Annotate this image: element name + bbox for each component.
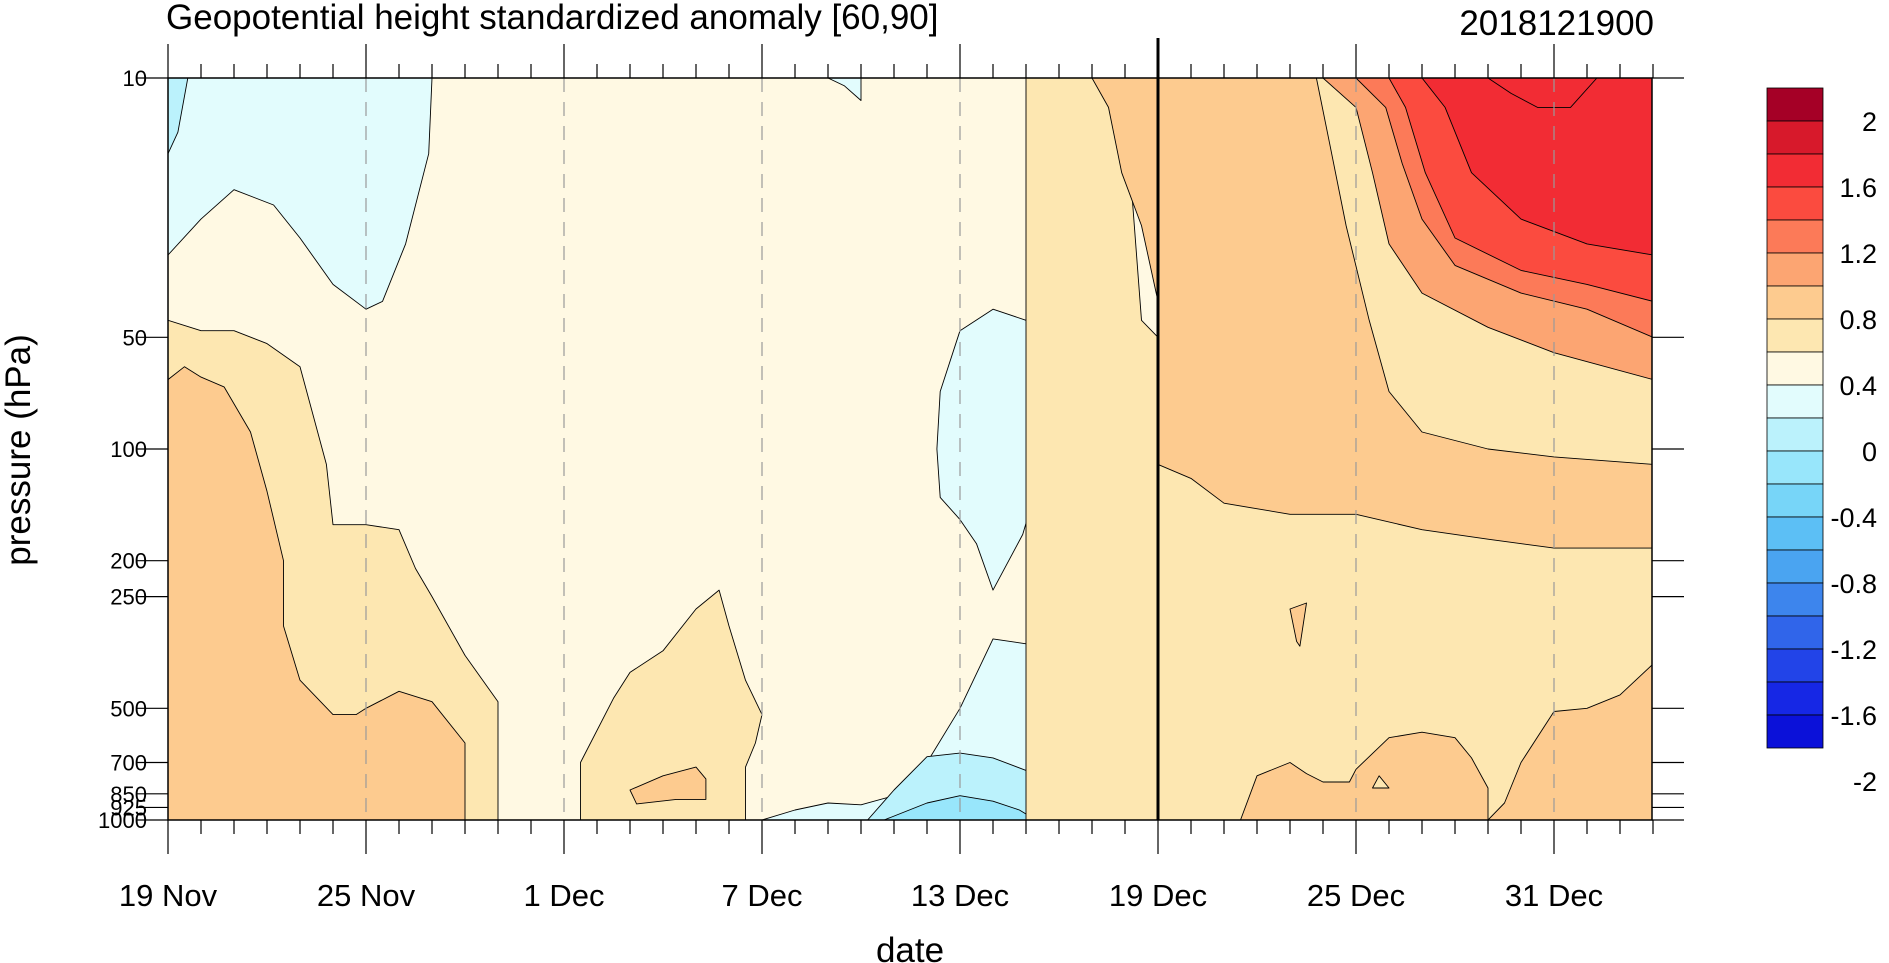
colorbar-swatch <box>1766 153 1824 188</box>
colorbar-swatch <box>1766 582 1824 617</box>
y-tick-label: 250 <box>110 585 147 610</box>
date-stamp: 2018121900 <box>1459 4 1654 43</box>
colorbar-label: 0.8 <box>1839 305 1877 335</box>
x-tick-label: 31 Dec <box>1505 878 1603 913</box>
y-tick-label: 1000 <box>98 808 147 833</box>
colorbar-swatch <box>1766 681 1824 716</box>
x-tick-label: 1 Dec <box>524 878 605 913</box>
colorbar-swatch <box>1766 615 1824 650</box>
colorbar-swatch <box>1766 351 1824 386</box>
contour-region <box>1157 463 1652 820</box>
colorbar-label: -1.6 <box>1830 701 1877 731</box>
contour-region <box>1372 775 1390 789</box>
contour-region <box>1289 602 1307 647</box>
colorbar-label: 0 <box>1862 437 1877 467</box>
colorbar-label: -0.8 <box>1830 569 1877 599</box>
colorbar-label: 1.6 <box>1839 173 1877 203</box>
x-tick-labels: 19 Nov 25 Nov 1 Dec 7 Dec 13 Dec 19 Dec 25 Dec… <box>119 878 1603 913</box>
colorbar-swatch <box>1766 252 1824 287</box>
colorbar-swatch <box>1766 285 1824 320</box>
contour-region <box>827 78 862 101</box>
x-tick-label: 25 Dec <box>1307 878 1405 913</box>
y-tick-label: 500 <box>110 696 147 721</box>
colorbar-label: -2 <box>1853 767 1877 797</box>
y-tick-label: 50 <box>123 325 147 350</box>
colorbar-swatch <box>1766 714 1824 749</box>
x-tick-label: 25 Nov <box>317 878 416 913</box>
y-tick-label: 10 <box>123 66 147 91</box>
x-tick-label: 19 Dec <box>1109 878 1207 913</box>
y-tick-label: 850 <box>110 782 147 807</box>
y-tick-label: 700 <box>110 751 147 776</box>
x-tick-label: 19 Nov <box>119 878 218 913</box>
contour-region <box>629 766 707 805</box>
colorbar: 2 1.6 1.2 0.8 0.4 0 -0.4 -0.8 -1.2 -1.6 -2 <box>1766 87 1877 797</box>
contour-region <box>580 589 763 820</box>
axis-ticks <box>136 44 1684 854</box>
colorbar-swatch <box>1766 219 1824 254</box>
colorbar-label: -1.2 <box>1830 635 1877 665</box>
x-axis-label: date <box>876 931 944 963</box>
y-tick-label: 100 <box>110 437 147 462</box>
grid-lines <box>365 78 1555 820</box>
colorbar-swatch <box>1766 384 1824 419</box>
plot-frame <box>167 77 1653 821</box>
colorbar-swatch <box>1766 186 1824 221</box>
colorbar-swatch <box>1766 648 1824 683</box>
colorbar-swatch <box>1766 450 1824 485</box>
contour-region <box>1240 731 1489 820</box>
chart-title: Geopotential height standardized anomaly… <box>166 0 938 37</box>
colorbar-swatch <box>1766 318 1824 353</box>
x-tick-label: 7 Dec <box>722 878 803 913</box>
y-tick-label: 200 <box>110 549 147 574</box>
y-axis-label: pressure (hPa) <box>0 334 38 565</box>
x-tick-label: 13 Dec <box>911 878 1009 913</box>
colorbar-swatch <box>1766 120 1824 155</box>
colorbar-swatch <box>1766 417 1824 452</box>
colorbar-label: 2 <box>1862 107 1877 137</box>
colorbar-swatch <box>1766 549 1824 584</box>
contour-region <box>168 366 466 820</box>
colorbar-label: 0.4 <box>1839 371 1877 401</box>
colorbar-swatch <box>1766 516 1824 551</box>
y-tick-label: 925 <box>110 795 147 820</box>
colorbar-swatch <box>1766 87 1824 122</box>
contour-region <box>168 78 189 155</box>
colorbar-label: -0.4 <box>1830 503 1877 533</box>
colorbar-label: 1.2 <box>1839 239 1877 269</box>
colorbar-swatch <box>1766 483 1824 518</box>
